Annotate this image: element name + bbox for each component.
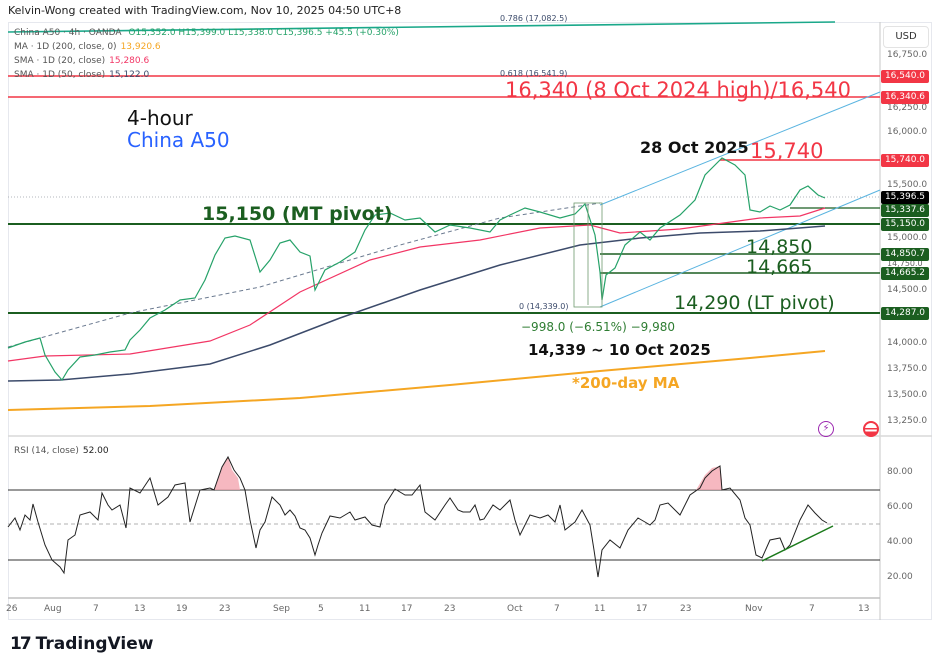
- time-tick: Aug: [44, 604, 62, 614]
- rsi-tick: 40.00: [887, 537, 913, 547]
- ohlc-values: O15,352.0 H15,399.0 L15,338.0 C15,396.5 …: [128, 28, 399, 38]
- high-date-annotation: 28 Oct 2025: [640, 138, 749, 157]
- price-tick: 16,000.0: [887, 127, 928, 137]
- support-14850-annotation: 14,850: [746, 236, 813, 258]
- price-tag-16540: 16,540.0: [881, 70, 929, 83]
- support-14665-annotation: 14,665: [746, 256, 813, 278]
- price-tick: 14,500.0: [887, 285, 928, 295]
- symbol-label: China A50 · 4h · OANDA: [14, 28, 122, 38]
- symbol-legend[interactable]: China A50 · 4h · OANDA O15,352.0 H15,399…: [14, 28, 399, 38]
- time-tick: 26: [6, 604, 18, 614]
- ma200-legend[interactable]: MA · 1D (200, close, 0) 13,920.6: [14, 42, 161, 52]
- last-price-tag: 15,396.5: [881, 191, 929, 204]
- attribution: Kelvin-Wong created with TradingView.com…: [8, 4, 402, 17]
- sma50-legend[interactable]: SMA · 1D (50, close) 15,122.0: [14, 70, 149, 80]
- price-tick: 13,750.0: [887, 364, 928, 374]
- sma20-legend[interactable]: SMA · 1D (20, close) 15,280.6: [14, 56, 149, 66]
- ma200-value: 13,920.6: [120, 42, 161, 52]
- lightning-event-icon[interactable]: ⚡: [818, 421, 834, 437]
- price-tick: 15,500.0: [887, 180, 928, 190]
- price-tick: 14,750.0: [887, 259, 923, 268]
- price-tick: 16,250.0: [887, 103, 928, 113]
- rsi-line: [7, 455, 828, 578]
- resistance-annotation: 16,340 (8 Oct 2024 high)/16,540: [505, 78, 852, 102]
- time-tick: 17: [401, 604, 413, 614]
- time-tick: 13: [134, 604, 146, 614]
- price-tag-16340: 16,340.6: [881, 91, 929, 104]
- price-tag-15150: 15,150.0: [881, 218, 929, 231]
- lt-pivot-annotation: 14,290 (LT pivot): [674, 292, 835, 314]
- time-tick: 23: [680, 604, 692, 614]
- rsi-tick: 60.00: [887, 502, 913, 512]
- fib-0-label: 0 (14,339.0): [519, 302, 569, 311]
- rsi-legend[interactable]: RSI (14, close) 52.00: [14, 446, 109, 456]
- ma200-label: MA · 1D (200, close, 0): [14, 42, 117, 52]
- brand-name: TradingView: [35, 634, 154, 654]
- rsi-trendline: [761, 525, 834, 562]
- price-tag-14665: 14,665.2: [881, 267, 929, 280]
- rsi-tick: 20.00: [887, 572, 913, 582]
- ma200-note-annotation: *200-day MA: [572, 374, 680, 392]
- time-tick: 19: [176, 604, 188, 614]
- rsi-value: 52.00: [82, 446, 109, 456]
- time-tick: 7: [554, 604, 560, 614]
- mt-pivot-annotation: 15,150 (MT pivot): [202, 203, 393, 225]
- price-tag-15337: 15,337.6: [881, 204, 929, 217]
- fib-0618-label: 0.618 (16,541.9): [500, 69, 568, 78]
- price-tick: 13,250.0: [887, 416, 928, 426]
- sma50-line: [7, 225, 826, 382]
- time-tick: 7: [809, 604, 815, 614]
- price-tag-15740: 15,740.0: [881, 154, 929, 167]
- sma20-label: SMA · 1D (20, close): [14, 56, 106, 66]
- time-tick: 5: [318, 604, 324, 614]
- time-tick: Sep: [273, 604, 290, 614]
- low-note-annotation: 14,339 ~ 10 Oct 2025: [528, 341, 711, 359]
- channel-lower: [599, 189, 881, 308]
- time-tick: 17: [636, 604, 648, 614]
- rsi-tick: 80.00: [887, 467, 913, 477]
- sma20-value: 15,280.6: [109, 56, 150, 66]
- time-tick: 13: [858, 604, 870, 614]
- price-path: [7, 157, 826, 382]
- time-tick: 23: [219, 604, 231, 614]
- tradingview-logo: 17 TradingView: [10, 634, 153, 654]
- rsi-label: RSI (14, close): [14, 446, 79, 456]
- timeframe-label: 4-hour: [127, 106, 193, 130]
- chart-frame: [8, 22, 932, 620]
- measure-annotation: −998.0 (−6.51%) −9,980: [521, 320, 675, 334]
- price-tick: 13,500.0: [887, 390, 928, 400]
- tradingview-logo-icon: 17: [10, 634, 32, 654]
- price-tick: 16,750.0: [887, 50, 928, 60]
- us-flag-event-icon[interactable]: [863, 421, 879, 437]
- fib-0786-label: 0.786 (17,082.5): [500, 14, 568, 23]
- sma20-line: [7, 207, 826, 362]
- fib-0786-line: [7, 21, 836, 33]
- time-tick: 11: [359, 604, 371, 614]
- price-tick: 15,000.0: [887, 233, 928, 243]
- high-level-annotation: 15,740: [750, 139, 824, 163]
- sma50-label: SMA · 1D (50, close): [14, 70, 106, 80]
- ma200-line: [7, 350, 826, 411]
- currency-button[interactable]: USD: [883, 26, 929, 48]
- time-tick: Oct: [507, 604, 523, 614]
- time-tick: 11: [594, 604, 606, 614]
- price-tick: 14,000.0: [887, 338, 928, 348]
- time-tick: 7: [93, 604, 99, 614]
- channel-upper: [599, 91, 881, 206]
- time-tick: Nov: [745, 604, 763, 614]
- price-tag-14287: 14,287.0: [881, 307, 929, 320]
- instrument-label: China A50: [127, 128, 230, 152]
- time-tick: 23: [444, 604, 456, 614]
- sma50-value: 15,122.0: [109, 70, 150, 80]
- price-tag-14850: 14,850.7: [881, 248, 929, 261]
